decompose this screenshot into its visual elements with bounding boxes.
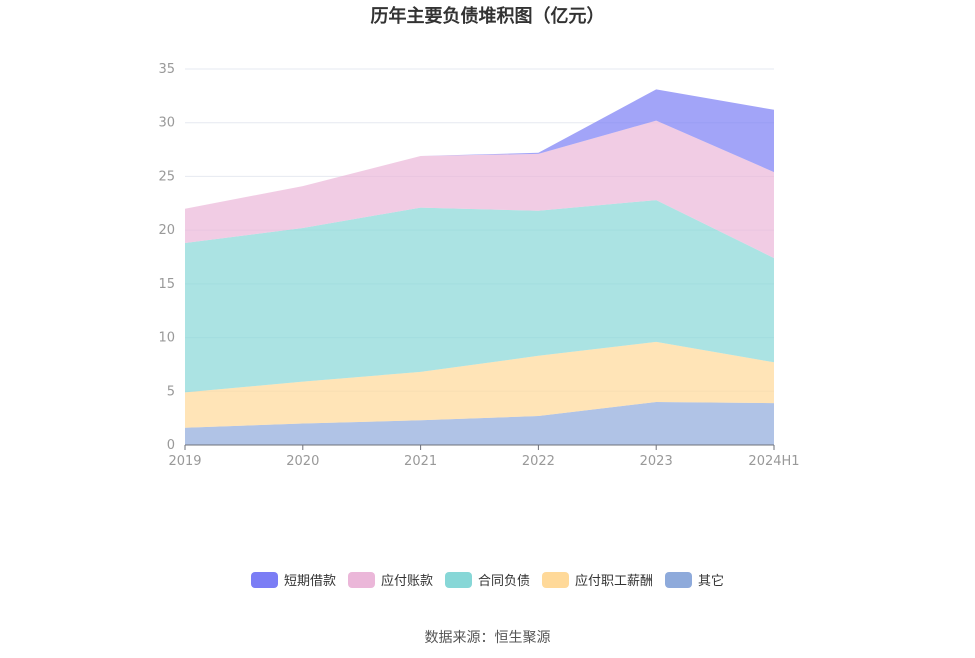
axes: 0 5 10 15 20 25 30 35 2019 2020 2021 2022 2023 2024H1 bbox=[158, 62, 799, 469]
legend-item[interactable]: 应付账款 bbox=[347, 570, 433, 589]
x-tick-label: 2024H1 bbox=[748, 454, 799, 469]
y-tick-label: 0 bbox=[167, 438, 175, 453]
x-tick-label: 2021 bbox=[404, 454, 437, 469]
area-series bbox=[185, 89, 774, 445]
y-tick-label: 5 bbox=[167, 384, 175, 399]
area-其它 bbox=[185, 402, 774, 445]
legend-swatch bbox=[250, 571, 278, 588]
x-tick-label: 2022 bbox=[522, 454, 555, 469]
area-合同负债 bbox=[185, 200, 774, 393]
legend-swatch bbox=[665, 571, 693, 588]
legend-label: 其它 bbox=[698, 574, 725, 589]
legend-item[interactable]: 其它 bbox=[665, 570, 724, 589]
legend-swatch bbox=[347, 571, 375, 588]
x-tick-label: 2023 bbox=[640, 454, 673, 469]
x-tick-label: 2020 bbox=[286, 454, 319, 469]
legend-item[interactable]: 合同负债 bbox=[444, 570, 530, 589]
area-应付职工薪酬 bbox=[185, 341, 774, 428]
legend-item[interactable]: 短期借款 bbox=[250, 570, 336, 589]
legend: 短期借款 应付账款 合同负债 应付职工薪酬 其它 bbox=[0, 570, 975, 589]
x-tick-label: 2019 bbox=[168, 454, 201, 469]
legend-label: 应付职工薪酬 bbox=[575, 574, 654, 589]
y-tick-label: 20 bbox=[158, 223, 175, 238]
chart-title: 历年主要负债堆积图（亿元） bbox=[370, 6, 605, 27]
legend-label: 合同负债 bbox=[477, 574, 530, 589]
y-tick-label: 25 bbox=[158, 169, 175, 184]
y-tick-label: 30 bbox=[158, 116, 175, 131]
source-text: 数据来源：恒生聚源 bbox=[424, 630, 551, 646]
y-tick-label: 10 bbox=[158, 331, 175, 346]
legend-swatch bbox=[444, 571, 472, 588]
legend-label: 应付账款 bbox=[380, 574, 433, 589]
legend-item[interactable]: 应付职工薪酬 bbox=[542, 570, 653, 589]
y-tick-label: 15 bbox=[158, 277, 175, 292]
y-tick-label: 35 bbox=[158, 62, 175, 77]
legend-swatch bbox=[542, 571, 569, 588]
legend-label: 短期借款 bbox=[283, 574, 336, 589]
area-短期借款 bbox=[185, 89, 774, 209]
area-应付账款 bbox=[185, 120, 774, 259]
